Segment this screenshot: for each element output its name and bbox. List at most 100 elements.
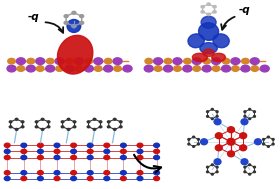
Circle shape <box>85 58 93 64</box>
Circle shape <box>104 176 110 181</box>
Circle shape <box>54 155 60 160</box>
Circle shape <box>192 58 201 64</box>
Circle shape <box>75 66 83 71</box>
Circle shape <box>244 166 246 168</box>
Circle shape <box>207 166 209 168</box>
Circle shape <box>251 66 258 71</box>
Circle shape <box>99 121 102 123</box>
Circle shape <box>211 118 213 120</box>
Circle shape <box>9 121 12 123</box>
Circle shape <box>203 58 211 64</box>
Circle shape <box>193 136 195 138</box>
Circle shape <box>216 166 218 168</box>
Circle shape <box>253 171 255 173</box>
FancyArrowPatch shape <box>134 155 161 172</box>
Circle shape <box>61 126 64 128</box>
Circle shape <box>21 143 27 147</box>
Circle shape <box>212 58 221 64</box>
Circle shape <box>46 58 54 64</box>
Circle shape <box>56 66 63 71</box>
Circle shape <box>4 176 10 181</box>
Circle shape <box>26 65 35 72</box>
Circle shape <box>87 155 93 160</box>
Circle shape <box>114 66 121 71</box>
Circle shape <box>272 143 274 145</box>
Circle shape <box>212 66 220 71</box>
Circle shape <box>211 173 213 175</box>
Circle shape <box>67 118 70 120</box>
Ellipse shape <box>188 34 204 48</box>
Circle shape <box>242 58 249 64</box>
Ellipse shape <box>57 35 93 74</box>
Circle shape <box>80 15 84 18</box>
Circle shape <box>154 66 162 71</box>
Circle shape <box>4 149 10 153</box>
Circle shape <box>215 145 222 151</box>
Circle shape <box>4 171 10 175</box>
Circle shape <box>108 126 110 128</box>
Circle shape <box>41 128 44 130</box>
Circle shape <box>216 115 218 117</box>
Circle shape <box>244 111 246 112</box>
Circle shape <box>137 155 143 160</box>
Circle shape <box>154 149 160 153</box>
Circle shape <box>87 176 93 181</box>
Circle shape <box>263 143 265 145</box>
Circle shape <box>87 143 93 147</box>
Circle shape <box>104 155 110 160</box>
Circle shape <box>137 176 143 181</box>
Circle shape <box>228 127 234 133</box>
Circle shape <box>240 133 247 139</box>
Circle shape <box>214 119 221 125</box>
Circle shape <box>54 143 60 147</box>
Circle shape <box>232 66 239 71</box>
Circle shape <box>207 171 209 173</box>
Circle shape <box>71 149 76 153</box>
Circle shape <box>222 58 230 64</box>
Circle shape <box>221 65 230 72</box>
Circle shape <box>93 128 96 130</box>
Circle shape <box>267 136 269 138</box>
Circle shape <box>120 155 126 160</box>
Circle shape <box>267 146 269 147</box>
Circle shape <box>244 171 246 173</box>
Circle shape <box>137 143 143 147</box>
Circle shape <box>27 58 35 64</box>
Circle shape <box>71 143 76 147</box>
Circle shape <box>249 108 251 110</box>
Circle shape <box>154 171 160 175</box>
Circle shape <box>164 65 172 72</box>
Circle shape <box>207 13 210 16</box>
Circle shape <box>137 171 143 175</box>
Ellipse shape <box>192 53 207 62</box>
Circle shape <box>154 155 160 160</box>
Ellipse shape <box>200 43 217 54</box>
FancyArrowPatch shape <box>45 22 63 33</box>
Text: -q: -q <box>28 12 39 22</box>
Circle shape <box>38 155 43 160</box>
Circle shape <box>120 176 126 181</box>
Circle shape <box>200 139 207 145</box>
Circle shape <box>241 65 250 72</box>
Circle shape <box>113 128 116 130</box>
Circle shape <box>241 119 248 125</box>
Circle shape <box>216 111 218 112</box>
Circle shape <box>46 65 55 72</box>
Circle shape <box>184 58 191 64</box>
Circle shape <box>154 176 160 181</box>
Circle shape <box>21 171 27 175</box>
Circle shape <box>87 171 93 175</box>
FancyArrowPatch shape <box>221 17 235 30</box>
Circle shape <box>215 133 222 139</box>
Circle shape <box>7 65 16 72</box>
Ellipse shape <box>203 49 214 57</box>
Ellipse shape <box>212 53 225 62</box>
Circle shape <box>21 176 27 181</box>
Circle shape <box>249 164 251 166</box>
Circle shape <box>260 65 269 72</box>
Circle shape <box>93 118 96 120</box>
Circle shape <box>94 66 102 71</box>
Circle shape <box>145 58 153 64</box>
Circle shape <box>38 143 43 147</box>
Circle shape <box>71 171 76 175</box>
